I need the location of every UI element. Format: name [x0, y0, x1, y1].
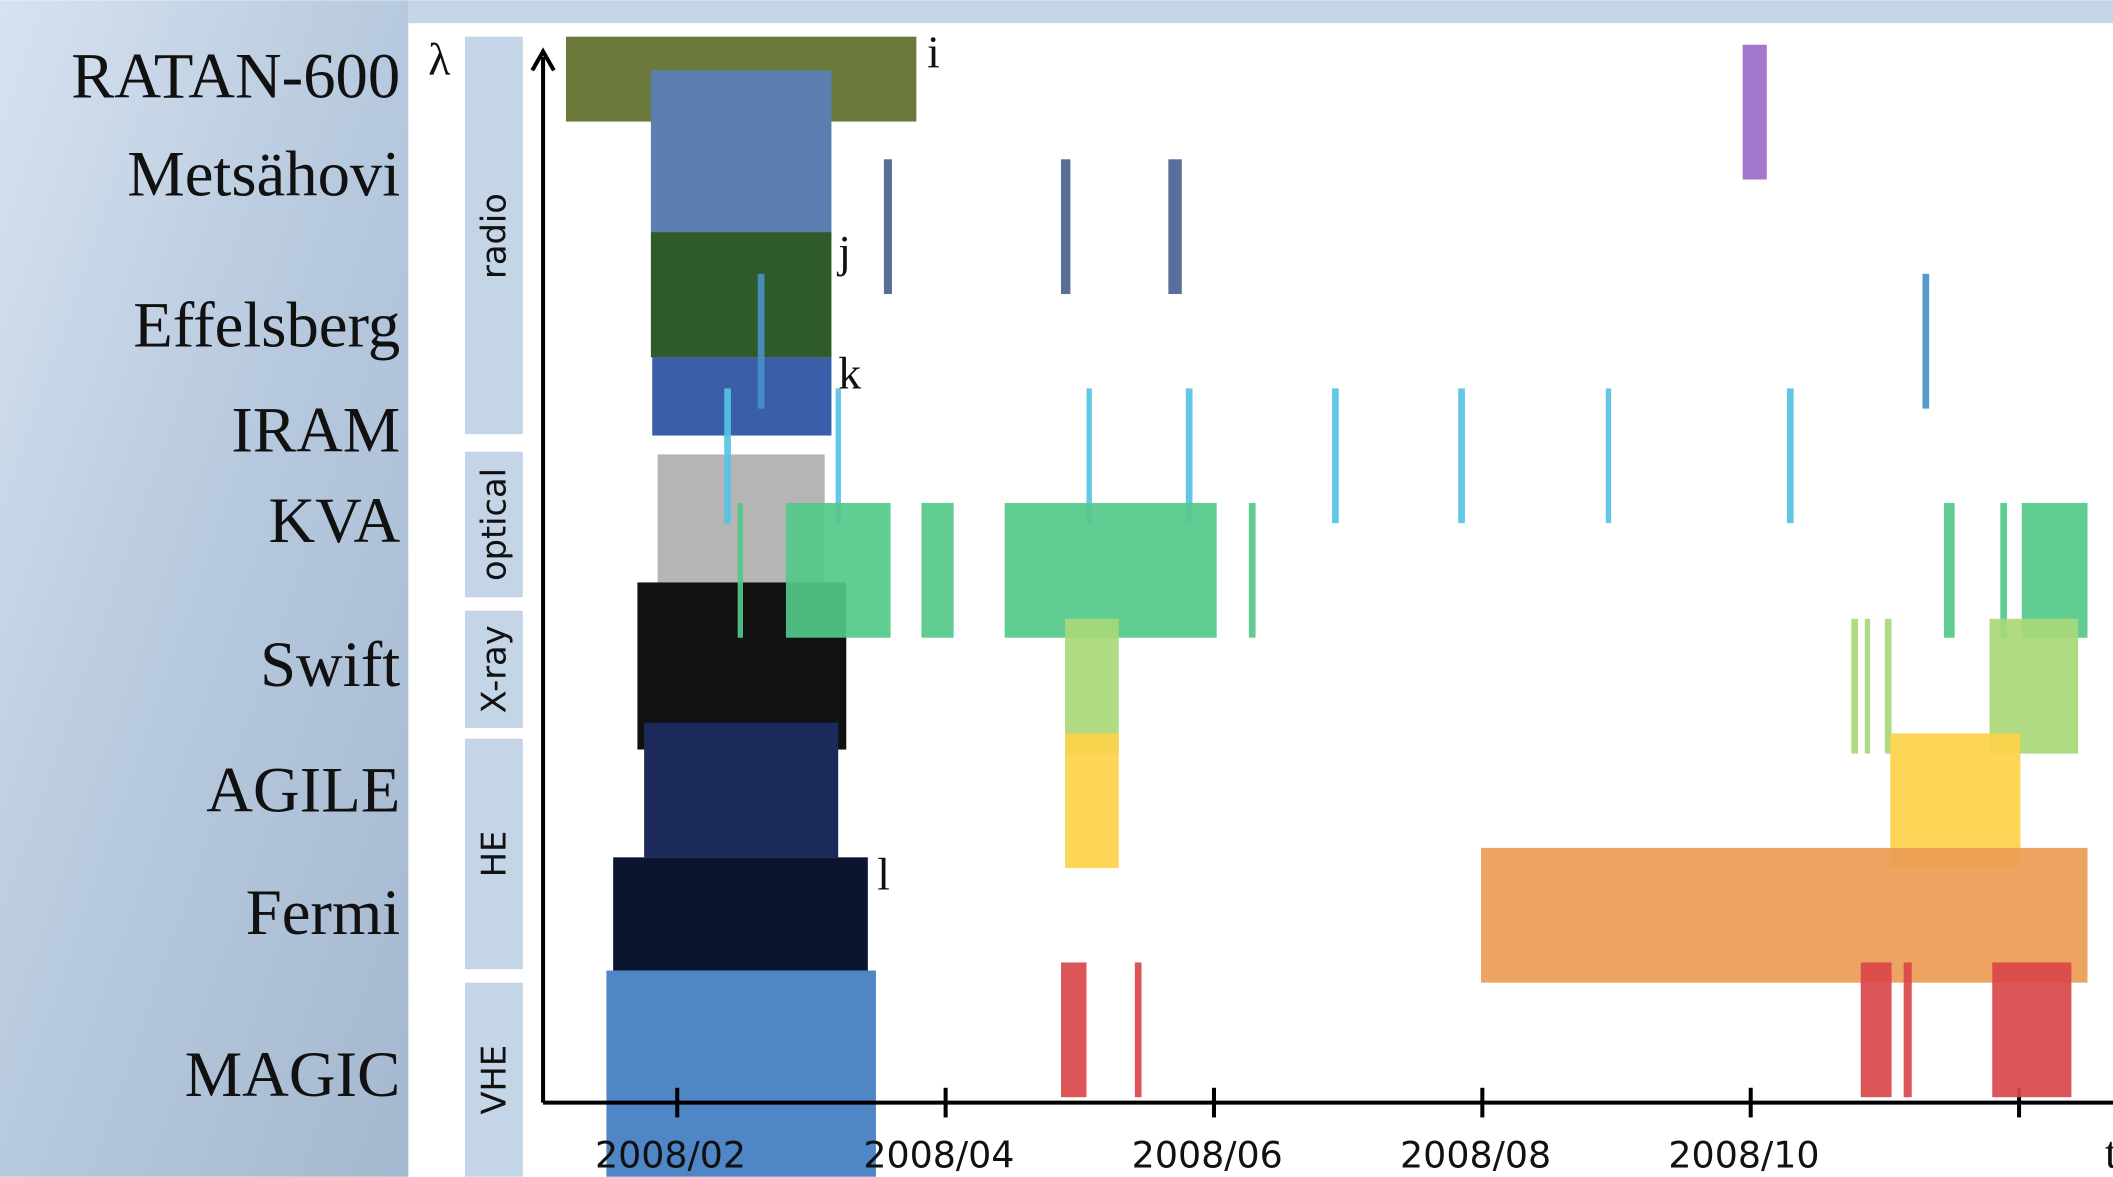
- row-label: Metsähovi: [127, 138, 400, 210]
- photo-label: l: [877, 849, 890, 900]
- photo-label: k: [838, 347, 861, 398]
- interval: [786, 503, 891, 638]
- photo-label: j: [836, 226, 851, 277]
- interval: [836, 388, 841, 523]
- interval: [1061, 159, 1070, 294]
- top-strip: [408, 0, 2113, 23]
- interval: [1135, 962, 1142, 1097]
- interval: [1743, 45, 1767, 180]
- photo: [644, 723, 838, 858]
- interval: [1904, 962, 1912, 1097]
- chart: radio optical X-ray HE VHE λ t i j k l 2008/…: [0, 0, 2113, 1177]
- interval: [1787, 388, 1794, 523]
- photo: [651, 232, 832, 357]
- band-label: VHE: [474, 1045, 513, 1115]
- row-label: Swift: [260, 628, 400, 700]
- interval: [1458, 388, 1465, 523]
- interval: [1606, 388, 1611, 523]
- x-tick-label: 2008/06: [1132, 1133, 1283, 1176]
- photo: [652, 357, 831, 435]
- interval: [1944, 503, 1955, 638]
- interval: [724, 388, 731, 523]
- interval: [884, 159, 892, 294]
- interval: [2022, 503, 2088, 638]
- page: radio optical X-ray HE VHE λ t i j k l 2008/…: [0, 0, 2113, 1177]
- interval: [1865, 619, 1870, 754]
- band-label: X-ray: [474, 625, 513, 713]
- interval: [1087, 388, 1092, 523]
- row-label: AGILE: [206, 754, 400, 826]
- interval: [1186, 388, 1193, 523]
- x-tick-label: 2008/08: [1400, 1133, 1551, 1176]
- y-axis-label: λ: [428, 33, 450, 84]
- x-tick-label: 2008/10: [1668, 1133, 1819, 1176]
- photo-label: i: [927, 27, 940, 78]
- band-label: radio: [474, 193, 513, 279]
- interval: [1249, 503, 1256, 638]
- interval: [921, 503, 953, 638]
- x-axis-label: t: [2105, 1126, 2113, 1177]
- photo: [613, 857, 868, 970]
- row-label: IRAM: [231, 394, 400, 466]
- x-tick-label: 2008/02: [595, 1133, 746, 1176]
- interval: [1061, 962, 1086, 1097]
- row-label: RATAN-600: [71, 39, 400, 111]
- interval: [1332, 388, 1339, 523]
- row-label: MAGIC: [185, 1038, 401, 1110]
- row-label: Effelsberg: [133, 289, 400, 361]
- interval: [1992, 962, 2071, 1097]
- interval: [1065, 733, 1119, 868]
- photo: [651, 70, 832, 232]
- x-tick-label: 2008/04: [863, 1133, 1014, 1176]
- row-label: KVA: [268, 484, 400, 556]
- interval: [758, 274, 765, 409]
- interval: [1168, 159, 1181, 294]
- interval: [738, 503, 743, 638]
- interval: [2000, 503, 2007, 638]
- interval: [1851, 619, 1858, 754]
- interval: [1922, 274, 1929, 409]
- interval: [1005, 503, 1217, 638]
- band-label: optical: [474, 468, 513, 581]
- interval: [1861, 962, 1892, 1097]
- band-label: HE: [474, 831, 513, 878]
- row-label: Fermi: [246, 876, 400, 948]
